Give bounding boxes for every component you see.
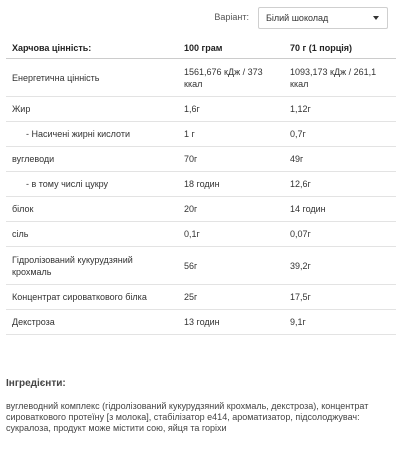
header-100g: 100 грам <box>178 37 284 59</box>
ingredients-text: вуглеводний комплекс (гідролізований кук… <box>6 401 369 433</box>
table-row: сіль 0,1г 0,07г <box>6 221 396 247</box>
value-portion: 49г <box>284 146 396 172</box>
chevron-down-icon <box>373 16 379 20</box>
value-100g: 56г <box>178 246 284 285</box>
table-row: Декстроза 13 годин 9,1г <box>6 309 396 335</box>
value-portion: 39,2г <box>284 246 396 285</box>
value-portion: 14 годин <box>284 196 396 222</box>
nutrient-name: білок <box>6 196 178 222</box>
value-100g: 1561,676 кДж / 373 ккал <box>178 58 284 97</box>
header-nutrition: Харчова цінність: <box>6 37 178 59</box>
table-row: - Насичені жирні кислоти 1 г 0,7г <box>6 121 396 147</box>
value-100g: 13 годин <box>178 309 284 335</box>
nutrient-name: - Насичені жирні кислоти <box>6 121 178 147</box>
value-portion: 17,5г <box>284 284 396 310</box>
value-100g: 70г <box>178 146 284 172</box>
ingredients-title: Інгредієнти: <box>6 378 66 389</box>
table-row: Жир 1,6г 1,12г <box>6 96 396 122</box>
table-row: вуглеводи 70г 49г <box>6 146 396 172</box>
table-row: - в тому числі цукру 18 годин 12,6г <box>6 171 396 197</box>
nutrient-name: сіль <box>6 221 178 247</box>
nutrient-name: Жир <box>6 96 178 122</box>
nutrient-name: - в тому числі цукру <box>6 171 178 197</box>
value-portion: 12,6г <box>284 171 396 197</box>
value-portion: 0,7г <box>284 121 396 147</box>
table-row: білок 20г 14 годин <box>6 196 396 222</box>
variant-select[interactable]: Білий шоколад <box>258 7 388 29</box>
header-portion: 70 г (1 порція) <box>284 37 396 59</box>
value-100g: 18 годин <box>178 171 284 197</box>
table-row: Концентрат сироваткового білка 25г 17,5г <box>6 284 396 310</box>
value-portion: 0,07г <box>284 221 396 247</box>
variant-selected-value: Білий шоколад <box>266 13 329 23</box>
table-row: Енергетична цінність 1561,676 кДж / 373 … <box>6 58 396 97</box>
table-header-row: Харчова цінність: 100 грам 70 г (1 порці… <box>6 37 396 59</box>
value-portion: 1,12г <box>284 96 396 122</box>
nutrition-table: Харчова цінність: 100 грам 70 г (1 порці… <box>6 37 396 335</box>
nutrient-name: Концентрат сироваткового білка <box>6 284 178 310</box>
variant-row: Варіант: Білий шоколад <box>0 5 401 29</box>
nutrient-name: Гідролізований кукурудзяний крохмаль <box>6 246 178 285</box>
value-100g: 1 г <box>178 121 284 147</box>
value-100g: 25г <box>178 284 284 310</box>
value-100g: 20г <box>178 196 284 222</box>
value-100g: 1,6г <box>178 96 284 122</box>
table-row: Гідролізований кукурудзяний крохмаль 56г… <box>6 246 396 285</box>
value-100g: 0,1г <box>178 221 284 247</box>
nutrient-name: вуглеводи <box>6 146 178 172</box>
nutrient-name: Енергетична цінність <box>6 58 178 97</box>
variant-label: Варіант: <box>214 12 249 22</box>
nutrient-name: Декстроза <box>6 309 178 335</box>
value-portion: 9,1г <box>284 309 396 335</box>
value-portion: 1093,173 кДж / 261,1 ккал <box>284 58 396 97</box>
